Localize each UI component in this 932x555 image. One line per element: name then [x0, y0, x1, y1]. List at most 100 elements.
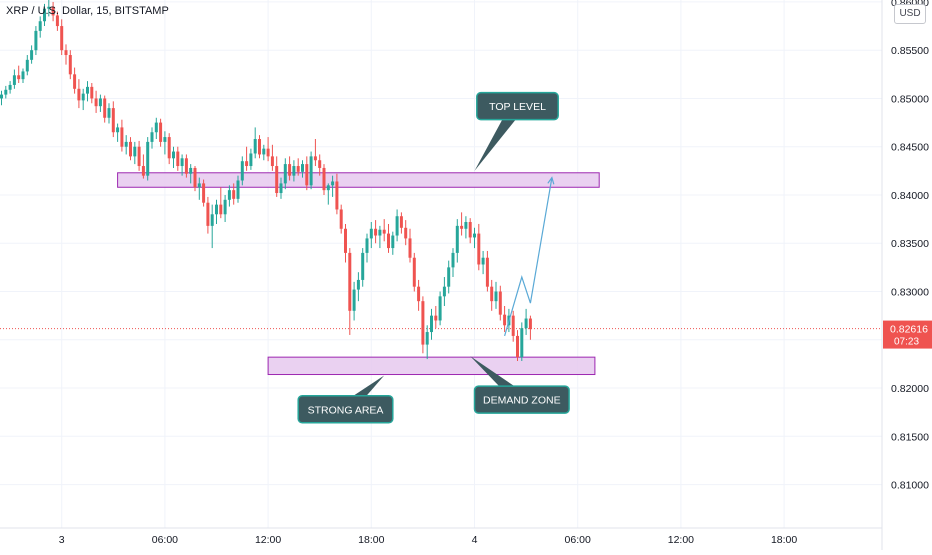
- candle-body: [339, 209, 343, 229]
- candle-body: [150, 132, 154, 142]
- projection-arrowhead: [547, 176, 555, 185]
- candle-body: [253, 138, 257, 154]
- y-tick-label: 0.83000: [891, 287, 929, 299]
- candle-body: [275, 166, 279, 194]
- candle-body: [116, 127, 120, 133]
- candle-body: [60, 26, 64, 51]
- candle-body: [447, 267, 451, 287]
- projection-path[interactable]: [504, 177, 553, 337]
- candle-body: [180, 158, 184, 167]
- symbol-title: XRP / U.S. Dollar, 15, BITSTAMP: [6, 5, 169, 17]
- callout-label: STRONG AREA: [308, 404, 384, 416]
- callout-label: DEMAND ZONE: [483, 395, 561, 407]
- candle-body: [172, 151, 175, 159]
- currency-button[interactable]: USD: [894, 4, 926, 24]
- x-tick-label: 06:00: [565, 534, 591, 546]
- candle-body: [98, 98, 102, 107]
- zone-rectangle-1[interactable]: [117, 172, 600, 188]
- candle-body: [511, 315, 515, 336]
- candle-body: [90, 86, 94, 99]
- candle-body: [215, 204, 218, 215]
- candle-body: [361, 252, 365, 280]
- candle-body: [236, 180, 240, 199]
- candle-body: [468, 222, 472, 238]
- candle-body: [335, 181, 339, 210]
- candle-body: [524, 318, 528, 329]
- callout-box[interactable]: [476, 91, 559, 121]
- candle-body: [167, 137, 171, 159]
- candle-body: [442, 286, 446, 297]
- callout-box[interactable]: [473, 385, 570, 414]
- x-tick-label: 18:00: [358, 534, 384, 546]
- candle-body: [455, 225, 459, 253]
- candle-body: [464, 222, 468, 229]
- candle-body: [124, 141, 128, 147]
- candle-body: [137, 146, 141, 167]
- candle-body: [21, 71, 25, 80]
- candle-body: [111, 108, 115, 133]
- y-tick-label: 0.83500: [891, 238, 929, 250]
- candle-body: [382, 229, 386, 234]
- candle-body: [154, 122, 158, 133]
- candle-body: [395, 216, 399, 236]
- candle-body: [417, 286, 421, 302]
- candle-body: [197, 183, 201, 188]
- candle-body: [425, 332, 429, 345]
- x-tick-label: 4: [472, 534, 478, 546]
- candle-body: [12, 75, 16, 85]
- candle-body: [477, 233, 481, 265]
- candle-body: [159, 122, 163, 142]
- candle-body: [30, 50, 34, 60]
- candle-body: [292, 166, 296, 176]
- candle-body: [129, 141, 132, 157]
- candle-body: [326, 185, 330, 191]
- last-price-value: 0.82616: [890, 324, 928, 336]
- candle-body: [25, 59, 29, 72]
- candle-body: [219, 204, 223, 215]
- x-tick-label: 12:00: [255, 534, 281, 546]
- x-tick-label: 12:00: [668, 534, 694, 546]
- candle-body: [305, 164, 309, 186]
- candle-body: [528, 318, 532, 330]
- candle-body: [374, 228, 378, 236]
- candle-body: [232, 190, 236, 199]
- last-price-tag: [883, 320, 932, 349]
- candle-body: [107, 108, 111, 118]
- y-tick-label: 0.84500: [891, 142, 929, 154]
- callout-box[interactable]: [297, 395, 394, 424]
- candle-body: [356, 279, 360, 290]
- candle-body: [460, 225, 464, 229]
- candle-body: [498, 291, 502, 315]
- candle-body: [309, 156, 313, 186]
- callout-label: TOP LEVEL: [489, 101, 546, 113]
- y-tick-label: 0.84000: [891, 190, 929, 202]
- candle-body: [55, 15, 59, 27]
- candle-body: [189, 167, 193, 174]
- candle-body: [103, 98, 107, 118]
- y-tick-label: 0.85000: [891, 93, 929, 105]
- candle-body: [8, 84, 12, 90]
- candle-body: [240, 161, 244, 181]
- candle-body: [430, 315, 433, 333]
- zone-rectangle-2[interactable]: [267, 356, 596, 376]
- candle-body: [503, 314, 507, 326]
- candle-body: [391, 235, 395, 249]
- candle-body: [77, 88, 81, 101]
- candle-body: [494, 291, 498, 302]
- candle-body: [283, 164, 287, 184]
- candle-body: [249, 153, 253, 167]
- candle-body: [348, 252, 352, 311]
- candle-body: [485, 257, 489, 287]
- y-tick-label: 0.81000: [891, 480, 929, 492]
- candle-body: [404, 227, 408, 239]
- candle-body: [176, 151, 180, 167]
- y-tick-label: 0.81500: [891, 431, 929, 443]
- candle-body: [262, 148, 266, 155]
- x-tick-label: 18:00: [771, 534, 797, 546]
- candle-body: [86, 86, 89, 94]
- candle-body: [331, 181, 335, 186]
- candle-body: [434, 315, 438, 321]
- candle-body: [322, 167, 326, 191]
